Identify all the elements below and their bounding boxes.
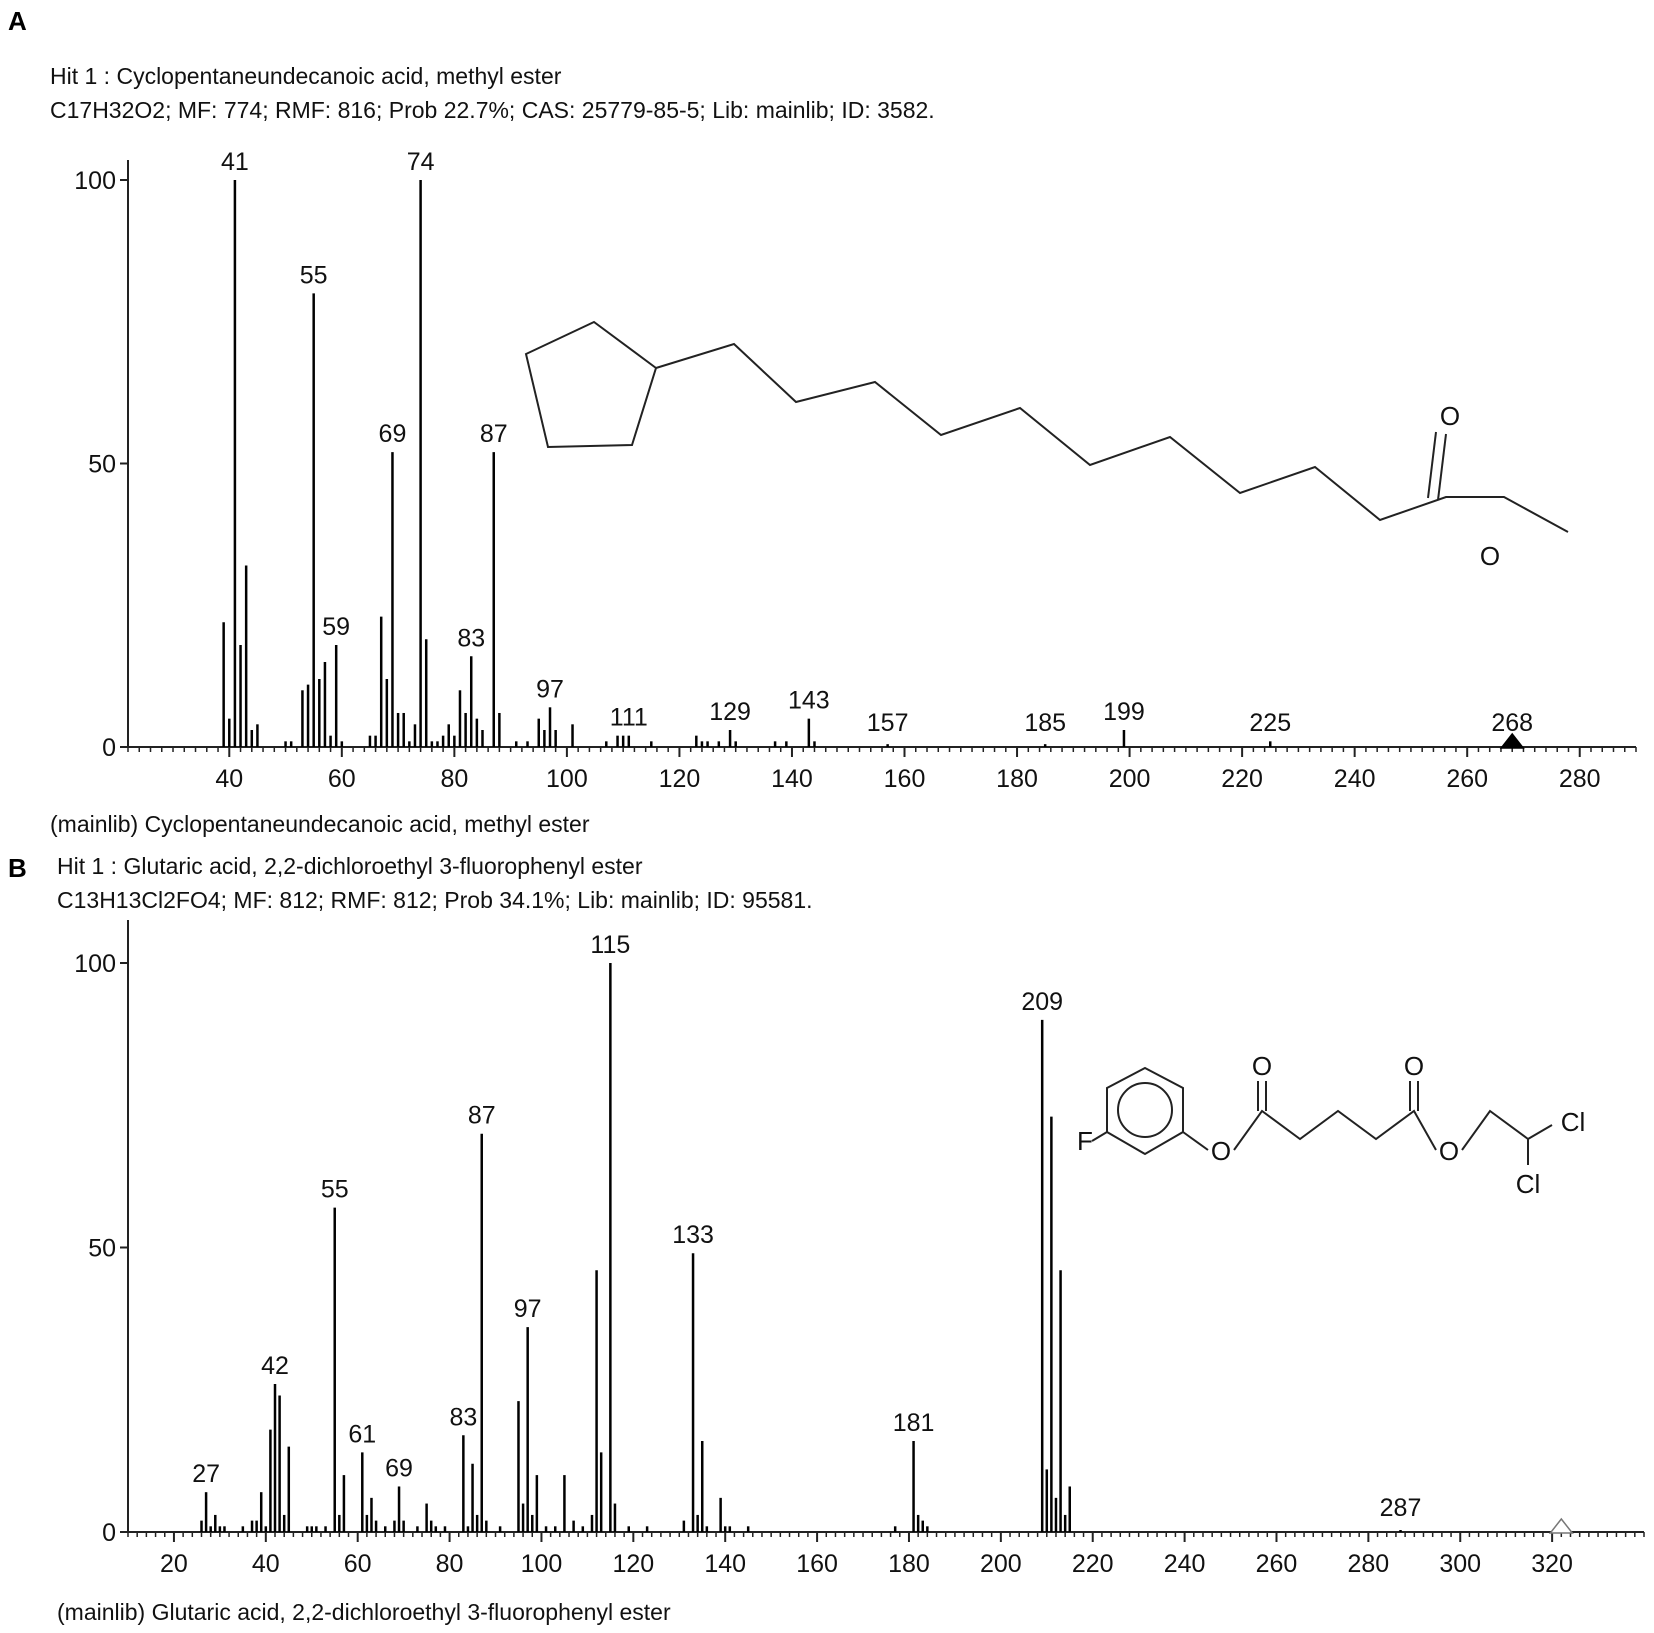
x-tick-label: 60	[328, 765, 356, 793]
y-tick-label: 100	[74, 950, 116, 978]
peak-label: 185	[1024, 709, 1066, 737]
x-tick-label: 140	[704, 1550, 746, 1578]
x-tick-label: 320	[1531, 1550, 1573, 1578]
x-tick-label: 280	[1348, 1550, 1390, 1578]
x-tick-label: 260	[1256, 1550, 1298, 1578]
peak-label: 27	[192, 1460, 220, 1488]
peak-label: 83	[457, 624, 485, 652]
x-tick-label: 20	[160, 1550, 188, 1578]
x-tick-label: 60	[344, 1550, 372, 1578]
peak-label: 55	[300, 261, 328, 289]
molecular-ion-marker	[1548, 1517, 1574, 1534]
x-tick-label: 200	[980, 1550, 1022, 1578]
x-tick-label: 120	[612, 1550, 654, 1578]
atom-label: O	[1211, 1136, 1231, 1166]
x-tick-label: 40	[252, 1550, 280, 1578]
chart-title: Hit 1 : Cyclopentaneundecanoic acid, met…	[50, 63, 562, 89]
y-tick-label: 0	[102, 734, 116, 762]
panel-label: B	[8, 853, 27, 883]
x-tick-label: 100	[521, 1550, 563, 1578]
chart-subtitle: C13H13Cl2FO4; MF: 812; RMF: 812; Prob 34…	[57, 887, 813, 913]
peak-label: 225	[1249, 709, 1291, 737]
x-tick-label: 300	[1439, 1550, 1481, 1578]
chart-footer: (mainlib) Cyclopentaneundecanoic acid, m…	[50, 811, 590, 837]
peak-label: 69	[379, 420, 407, 448]
peak-label: 83	[449, 1403, 477, 1431]
atom-label: Cl	[1516, 1169, 1541, 1199]
chart-panel-a: A Hit 1 : Cyclopentaneundecanoic acid, m…	[8, 6, 1637, 837]
x-tick-label: 80	[440, 765, 468, 793]
molecule-structure: O O	[524, 320, 1569, 571]
peak-label: 181	[893, 1409, 935, 1437]
peak-label: 41	[221, 148, 249, 176]
plot-area: 20 40 60 80 100 120 140 160 180 200 220 240 260 280 30…	[74, 920, 1645, 1578]
peak-label: 115	[590, 931, 630, 959]
mass-spectrum-plot: F O O O O Cl Cl 20 40 60 80 100 120 140 160 180 2…	[74, 920, 1645, 1578]
y-tick-label: 100	[74, 167, 116, 195]
chart-subtitle: C17H32O2; MF: 774; RMF: 816; Prob 22.7%;…	[50, 97, 935, 123]
peak-label: 143	[788, 687, 830, 715]
x-tick-label: 100	[546, 765, 588, 793]
peak-label: 157	[867, 709, 909, 737]
peak-label: 87	[480, 420, 508, 448]
x-tick-label: 220	[1072, 1550, 1114, 1578]
x-tick-label: 160	[796, 1550, 838, 1578]
peak-label: 42	[261, 1352, 289, 1380]
x-tick-label: 180	[888, 1550, 930, 1578]
atom-label: O	[1439, 1136, 1459, 1166]
panel-label: A	[8, 6, 27, 36]
peak-label: 74	[407, 148, 435, 176]
atom-label: F	[1077, 1126, 1093, 1156]
peak-label: 287	[1380, 1494, 1422, 1522]
peak-label: 87	[468, 1102, 496, 1130]
x-tick-label: 240	[1334, 765, 1376, 793]
x-tick-label: 40	[215, 765, 243, 793]
y-tick-label: 0	[102, 1519, 116, 1547]
peak-label: 69	[385, 1454, 413, 1482]
y-tick-label: 50	[88, 451, 116, 479]
x-tick-label: 220	[1221, 765, 1263, 793]
peak-label: 209	[1021, 988, 1063, 1016]
peak-label: 199	[1103, 698, 1145, 726]
chart-panel-b: B Hit 1 : Glutaric acid, 2,2-dichloroeth…	[0, 845, 1654, 1633]
peak-label: 97	[536, 675, 564, 703]
y-tick-label: 50	[88, 1235, 116, 1263]
x-tick-label: 260	[1446, 765, 1488, 793]
molecular-ion-marker	[1499, 732, 1525, 749]
atom-label: Cl	[1561, 1107, 1586, 1137]
peak-label: 133	[672, 1221, 714, 1249]
molecule-structure: F O O O O Cl Cl	[1077, 1051, 1585, 1199]
atom-label: O	[1404, 1051, 1424, 1081]
x-tick-label: 80	[436, 1550, 464, 1578]
peak-label: 129	[709, 698, 751, 726]
peak-label: 55	[321, 1176, 349, 1204]
atom-label: O	[1480, 541, 1500, 571]
x-tick-label: 180	[996, 765, 1038, 793]
peak-label: 111	[610, 704, 648, 732]
mass-spectrum-plot: O O 40 60 80 100 120 140 160 180 200 220 240 260 280…	[74, 148, 1637, 793]
chart-title: Hit 1 : Glutaric acid, 2,2-dichloroethyl…	[57, 853, 643, 879]
x-tick-label: 280	[1559, 765, 1601, 793]
x-tick-label: 160	[884, 765, 926, 793]
plot-area: 40 60 80 100 120 140 160 180 200 220 240 260 280 0 50 1…	[74, 148, 1637, 793]
x-tick-label: 120	[659, 765, 701, 793]
peak-label: 97	[514, 1295, 542, 1323]
chart-footer: (mainlib) Glutaric acid, 2,2-dichloroeth…	[57, 1599, 671, 1625]
x-tick-label: 140	[771, 765, 813, 793]
x-tick-label: 240	[1164, 1550, 1206, 1578]
x-tick-label: 200	[1109, 765, 1151, 793]
atom-label: O	[1252, 1051, 1272, 1081]
peak-label: 59	[322, 613, 350, 641]
peak-label: 268	[1491, 709, 1533, 737]
peak-label: 61	[348, 1420, 376, 1448]
atom-label: O	[1440, 401, 1460, 431]
